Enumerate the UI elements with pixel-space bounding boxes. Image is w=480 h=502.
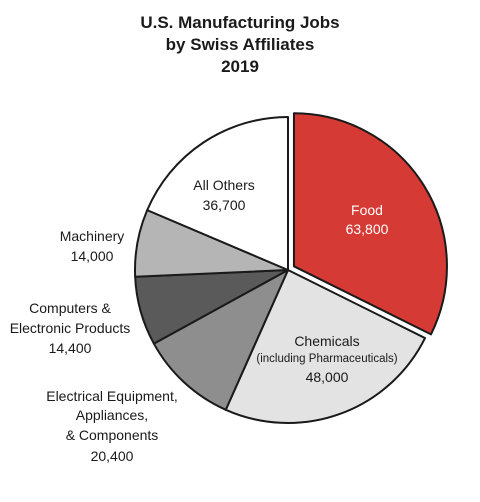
- pie-slice-all-others: [146, 116, 289, 271]
- pie-slices: [134, 112, 448, 424]
- slice-value-chemicals: 48,000: [306, 369, 349, 385]
- chart-title-line-2: by Swiss Affiliates: [166, 35, 315, 54]
- slice-sublabel-chemicals: (including Pharmaceuticals): [256, 353, 397, 365]
- slice-value-all-others: 36,700: [203, 197, 246, 213]
- pie-slice-electrical-equipment-appliances-components: [152, 269, 289, 411]
- slice-value-electrical: 20,400: [91, 448, 134, 464]
- chart-title: U.S. Manufacturing Jobs by Swiss Affilia…: [140, 13, 339, 76]
- slice-label-chemicals: Chemicals: [294, 333, 359, 349]
- pie-slice-food: [292, 112, 448, 336]
- chart-title-line-3: 2019: [221, 57, 259, 76]
- slice-labels: Food 63,800 Chemicals (including Pharmac…: [10, 177, 398, 464]
- slice-label-electrical-2: Appliances,: [76, 407, 148, 423]
- slice-label-food: Food: [351, 202, 383, 218]
- slice-label-computers-2: Electronic Products: [10, 320, 131, 336]
- chart-title-line-1: U.S. Manufacturing Jobs: [140, 13, 339, 32]
- slice-label-machinery: Machinery: [60, 228, 125, 244]
- slice-label-computers-1: Computers &: [29, 300, 111, 316]
- slice-value-computers: 14,400: [49, 340, 92, 356]
- slice-label-electrical-1: Electrical Equipment,: [46, 388, 178, 404]
- pie-slice-chemicals: [224, 269, 427, 424]
- slice-value-machinery: 14,000: [71, 248, 114, 264]
- slice-label-electrical-3: & Components: [66, 427, 159, 443]
- slice-value-food: 63,800: [346, 221, 389, 237]
- slice-label-all-others: All Others: [193, 177, 254, 193]
